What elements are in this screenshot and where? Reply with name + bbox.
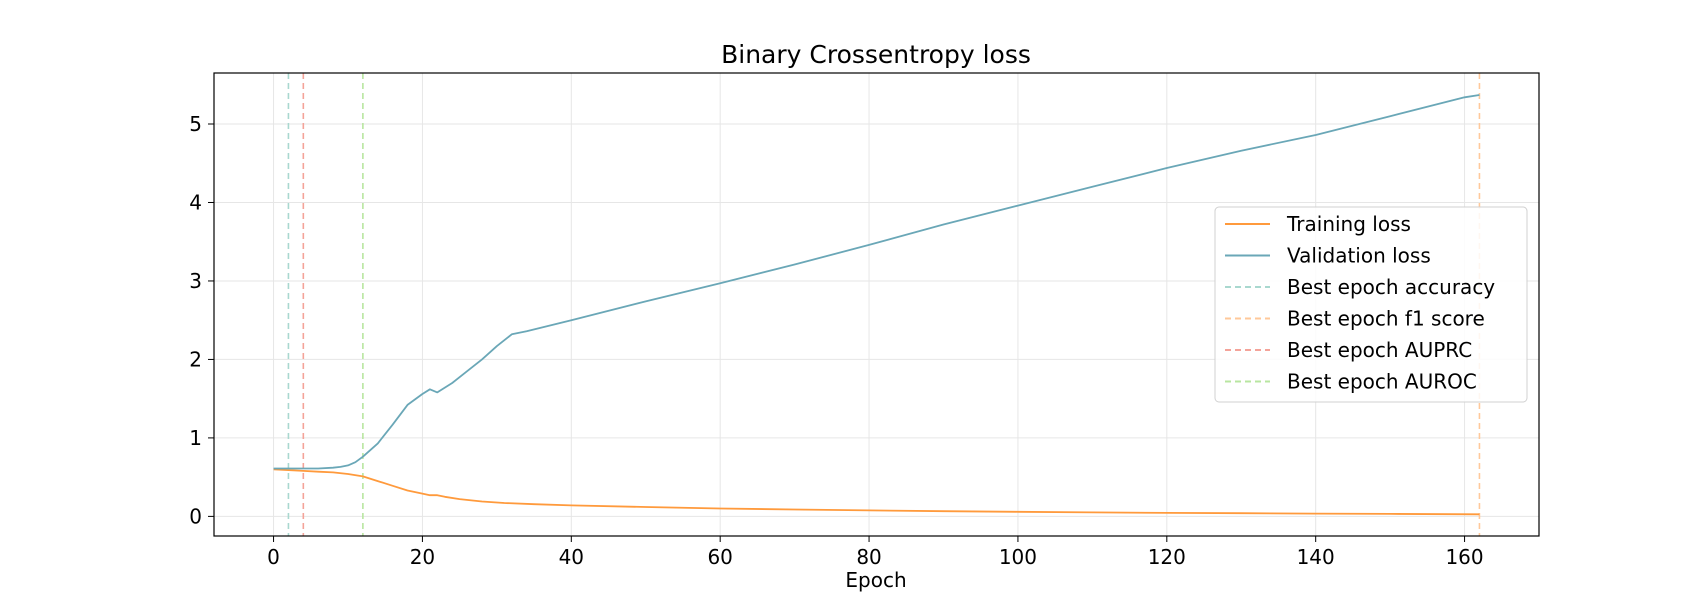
x-tick-label: 100 (999, 545, 1037, 569)
x-tick-label: 0 (267, 545, 280, 569)
plot-frame (213, 72, 1540, 537)
x-tick-label: 40 (559, 545, 584, 569)
y-tick-label: 3 (189, 269, 202, 293)
x-tick-label: 60 (707, 545, 732, 569)
y-tick-label: 2 (189, 347, 202, 371)
x-tick-label: 120 (1148, 545, 1186, 569)
legend-label: Best epoch AUROC (1287, 370, 1477, 394)
series-lines (273, 94, 1480, 516)
chart-title: Binary Crossentropy loss (721, 40, 1031, 69)
legend-box (1214, 206, 1528, 403)
x-axis-label: Epoch (845, 568, 906, 592)
y-tick-label: 1 (189, 426, 202, 450)
x-axis: 0 20 40 60 80 100 120 140 160 (267, 536, 1484, 569)
legend-label: Validation loss (1287, 244, 1431, 268)
series-validation-loss (273, 94, 1480, 470)
y-axis: 0 1 2 3 4 5 (189, 112, 214, 528)
x-tick-label: 20 (410, 545, 435, 569)
legend-label: Best epoch accuracy (1287, 275, 1495, 299)
x-tick-label: 80 (856, 545, 881, 569)
y-tick-label: 0 (189, 504, 202, 528)
legend: Training loss Validation loss Best epoch a… (1214, 206, 1528, 403)
series-training-loss (273, 468, 1480, 516)
y-tick-label: 4 (189, 190, 202, 214)
legend-label: Best epoch f1 score (1287, 307, 1485, 331)
x-tick-label: 160 (1445, 545, 1483, 569)
legend-label: Training loss (1286, 212, 1411, 236)
legend-label: Best epoch AUPRC (1287, 338, 1472, 362)
x-tick-label: 140 (1297, 545, 1335, 569)
y-tick-label: 5 (189, 112, 202, 136)
